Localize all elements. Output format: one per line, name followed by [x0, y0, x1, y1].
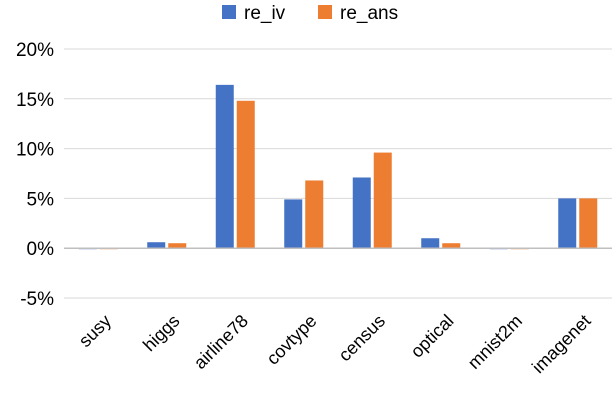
bar-re_iv-airline78 — [215, 84, 234, 249]
bar-re_iv-covtype — [284, 199, 303, 249]
bar-re_ans-higgs — [168, 243, 187, 249]
gridlines — [64, 48, 612, 299]
bar-re_iv-higgs — [147, 242, 166, 249]
x-axis-tick-labels: susy higgs airline78 covtype census optical mn… — [75, 311, 595, 378]
bar-re_ans-imagenet — [579, 198, 598, 249]
x-tick-label: susy — [75, 311, 115, 351]
bar-re_ans-airline78 — [236, 100, 255, 249]
legend: re_iv re_ans — [222, 3, 398, 24]
x-tick-label: census — [335, 311, 389, 365]
x-tick-label: airline78 — [190, 311, 252, 373]
y-tick-label: 10% — [16, 140, 54, 161]
legend-swatch-re_ans — [318, 5, 332, 19]
x-tick-label: optical — [407, 311, 458, 362]
x-tick-label: higgs — [139, 311, 184, 356]
bar-re_iv-imagenet — [558, 198, 577, 249]
y-tick-label: -5% — [20, 289, 54, 310]
y-tick-label: 0% — [27, 239, 55, 260]
x-tick-label: mnist2m — [464, 311, 526, 373]
bar-re_ans-optical — [442, 243, 461, 249]
bar-re_ans-census — [373, 152, 392, 249]
x-tick-label: covtype — [263, 311, 321, 369]
bars — [78, 84, 598, 250]
y-tick-label: 5% — [27, 189, 55, 210]
bar-re_ans-covtype — [305, 180, 324, 249]
bar-re_iv-optical — [421, 238, 440, 249]
legend-label-re_ans: re_ans — [340, 3, 398, 24]
y-tick-label: 20% — [16, 40, 54, 61]
x-tick-label: imagenet — [528, 311, 595, 378]
legend-swatch-re_iv — [222, 5, 236, 19]
legend-label-re_iv: re_iv — [244, 3, 286, 24]
y-tick-label: 15% — [16, 90, 54, 111]
y-axis-tick-labels: 20% 15% 10% 5% 0% -5% — [16, 40, 54, 310]
bar-re_iv-census — [352, 177, 371, 249]
